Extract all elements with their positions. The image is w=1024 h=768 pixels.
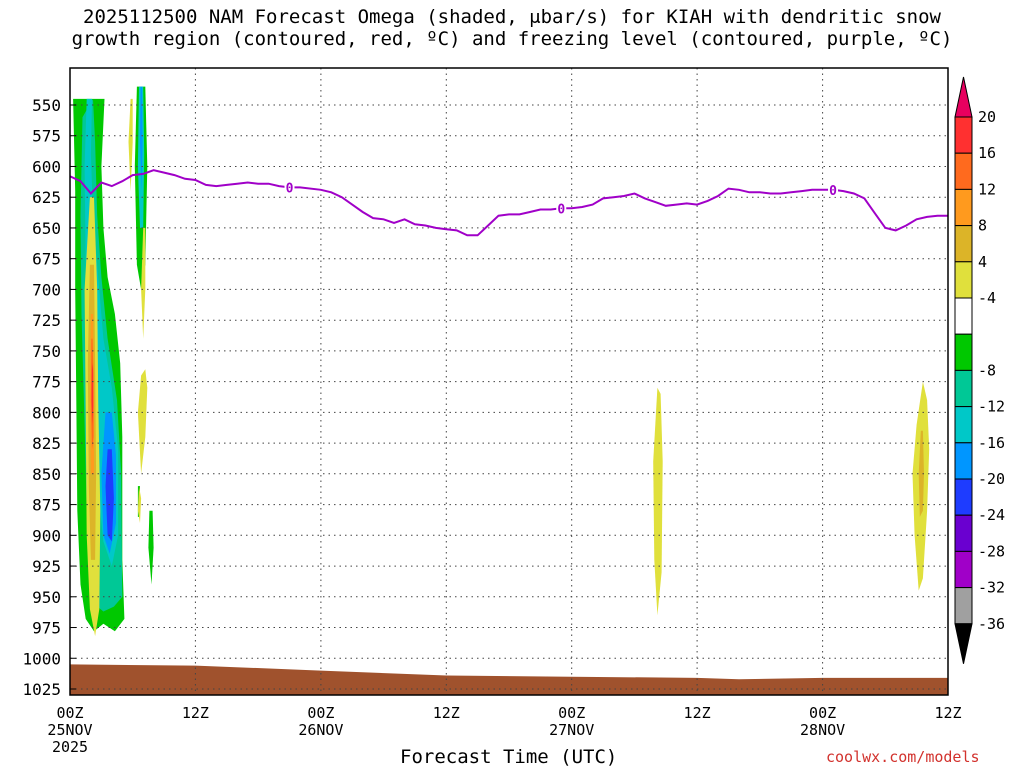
- omega-region-4: [105, 449, 114, 542]
- colorbar-label-12: -32: [978, 579, 1005, 597]
- colorbar-box-4: [954, 225, 973, 263]
- freezing-label-2: 0: [829, 184, 837, 199]
- y-tick-950: 950: [32, 588, 61, 607]
- colorbar-box-11: [954, 478, 973, 516]
- x-tick-4-line-1: 00Z: [558, 704, 585, 722]
- omega-region-17: [137, 369, 148, 474]
- colorbar-label-5: -4: [978, 289, 996, 307]
- omega-region-21: [918, 430, 924, 517]
- colorbar-label-6: -8: [978, 361, 996, 379]
- x-tick-2-line-2: 26NOV: [298, 721, 343, 739]
- colorbar-label-3: 8: [978, 217, 987, 235]
- y-tick-650: 650: [32, 219, 61, 238]
- colorbar-label-8: -16: [978, 434, 1005, 452]
- x-tick-7-line-1: 12Z: [934, 704, 961, 722]
- colorbar-label-10: -24: [978, 506, 1005, 524]
- y-tick-850: 850: [32, 465, 61, 484]
- x-tick-3-line-1: 12Z: [433, 704, 460, 722]
- title-line-2: growth region (contoured, red, ºC) and f…: [71, 28, 953, 50]
- y-tick-800: 800: [32, 403, 61, 422]
- x-tick-4-line-2: 27NOV: [549, 721, 594, 739]
- colorbar-box-12: [954, 514, 973, 552]
- colorbar-top-triangle: [954, 76, 973, 118]
- y-tick-700: 700: [32, 280, 61, 299]
- y-tick-625: 625: [32, 188, 61, 207]
- omega-region-8: [148, 510, 154, 585]
- colorbar-label-13: -36: [978, 615, 1005, 633]
- freezing-label-bg-2: [828, 182, 839, 197]
- colorbar-label-7: -12: [978, 398, 1005, 416]
- colorbar-box-8: [954, 369, 973, 408]
- y-tick-750: 750: [32, 342, 61, 361]
- omega-shading: [73, 86, 930, 637]
- x-tick-0-line-2: 25NOV: [47, 721, 92, 739]
- y-tick-825: 825: [32, 434, 61, 453]
- y-tick-550: 550: [32, 96, 61, 115]
- omega-region-14: [91, 363, 94, 425]
- freezing-label-0: 0: [286, 181, 294, 196]
- x-tick-6-line-2: 28NOV: [800, 721, 845, 739]
- omega-region-19: [653, 387, 663, 616]
- x-tick-2-line-1: 00Z: [307, 704, 334, 722]
- colorbar-label-11: -28: [978, 542, 1005, 560]
- omega-region-15: [128, 98, 133, 192]
- colorbar-label-1: 16: [978, 144, 996, 162]
- freezing-label-1: 0: [557, 202, 565, 217]
- chart-title: 2025112500 NAM Forecast Omega (shaded, μ…: [0, 6, 1024, 50]
- title-line-1: 2025112500 NAM Forecast Omega (shaded, μ…: [83, 6, 941, 28]
- colorbar-box-3: [954, 188, 973, 227]
- colorbar-box-5: [954, 261, 973, 299]
- y-tick-900: 900: [32, 526, 61, 545]
- x-tick-1-line-1: 12Z: [182, 704, 209, 722]
- x-tick-6-line-1: 00Z: [809, 704, 836, 722]
- colorbar-box-13: [954, 550, 973, 589]
- colorbar-box-6: [954, 297, 973, 335]
- freezing-label-bg-0: [284, 180, 295, 195]
- colorbar-box-10: [954, 442, 973, 480]
- y-tick-975: 975: [32, 619, 61, 638]
- x-tick-0-line-3: 2025: [52, 738, 88, 756]
- x-tick-0-line-1: 00Z: [56, 704, 83, 722]
- x-axis-label: Forecast Time (UTC): [400, 746, 618, 768]
- colorbar-box-9: [954, 406, 973, 444]
- y-tick-775: 775: [32, 373, 61, 392]
- colorbar-label-9: -20: [978, 470, 1005, 488]
- colorbar-label-4: 4: [978, 253, 987, 271]
- y-tick-925: 925: [32, 557, 61, 576]
- colorbar-box-2: [954, 152, 973, 190]
- y-axis-ticks: 550 575 600 625 650 675 700 725 750 775 800 825 850 8…: [22, 96, 76, 699]
- omega-region-18: [137, 486, 142, 523]
- y-tick-875: 875: [32, 496, 61, 515]
- credit-link[interactable]: coolwx.com/models: [826, 748, 980, 766]
- y-tick-675: 675: [32, 250, 61, 269]
- y-tick-1025: 1025: [22, 680, 61, 699]
- colorbar-box-7: [954, 333, 973, 371]
- x-tick-5-line-1: 12Z: [684, 704, 711, 722]
- y-tick-600: 600: [32, 158, 61, 177]
- y-tick-1000: 1000: [22, 649, 61, 668]
- colorbar-box-14: [954, 587, 973, 625]
- ground-layer: [70, 664, 948, 695]
- freezing-label-bg-1: [556, 201, 567, 216]
- omega-region-16: [141, 227, 146, 339]
- plot-frame: [69, 67, 949, 696]
- colorbar: 20 16 12 8 4 -4 -8 -12 -16 -20 -24 -28 -32 -36: [954, 76, 1005, 664]
- y-tick-575: 575: [32, 127, 61, 146]
- grid-lines: [70, 68, 948, 695]
- omega-region-7: [140, 86, 143, 192]
- freezing-level-contour: 0 0 0: [70, 169, 948, 237]
- colorbar-label-2: 12: [978, 180, 996, 198]
- colorbar-bottom-triangle: [954, 623, 973, 664]
- colorbar-label-0: 20: [978, 108, 996, 126]
- freezing-level-line: [70, 169, 948, 237]
- y-tick-725: 725: [32, 311, 61, 330]
- colorbar-box-1: [954, 116, 973, 154]
- ground-fill: [70, 664, 948, 695]
